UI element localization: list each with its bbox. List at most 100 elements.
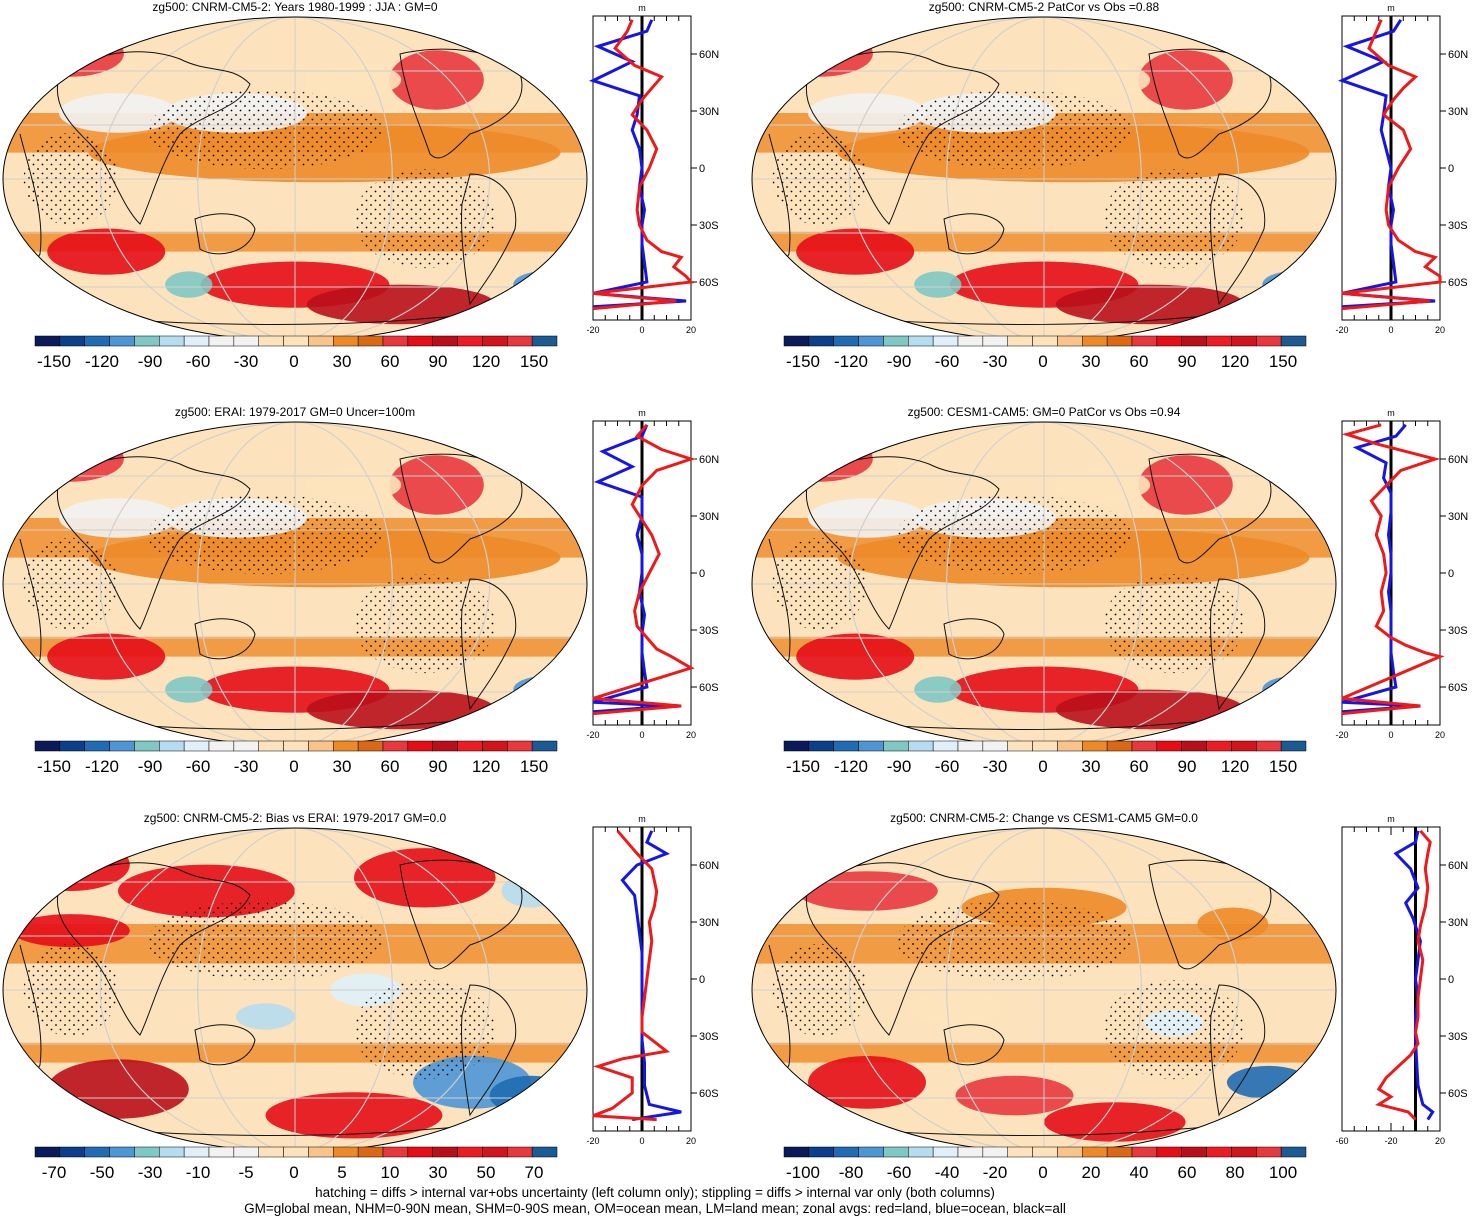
colorbar-segment	[34, 740, 61, 752]
colorbar-segment	[1231, 740, 1257, 752]
colorbar-tick-label: 150	[1269, 352, 1297, 371]
colorbar-tick-label: -120	[834, 757, 868, 776]
colorbar-segment	[159, 740, 185, 752]
field-anomaly	[11, 914, 130, 948]
colorbar-tick-label: 30	[429, 1163, 448, 1182]
colorbar-segment	[1181, 740, 1207, 752]
colorbar-segment	[858, 335, 884, 347]
colorbar-segment	[1231, 1146, 1257, 1158]
colorbar-segment	[808, 740, 834, 752]
colorbar-tick-label: -30	[983, 757, 1008, 776]
colorbar-segment	[333, 335, 359, 347]
colorbar-segment	[407, 740, 433, 752]
meridian-line	[197, 422, 393, 746]
lat-label: 30N	[1448, 917, 1468, 929]
meridian-line	[99, 828, 491, 1152]
field-anomaly	[354, 848, 496, 908]
colorbar-tick-label: 120	[1221, 352, 1249, 371]
colorbar-segment	[258, 1146, 284, 1158]
colorbar-segment	[1181, 1146, 1207, 1158]
colorbar-segment	[932, 335, 959, 347]
colorbar-tick-label: -60	[887, 1163, 912, 1182]
coastline	[461, 984, 517, 1117]
zonal-mean-profile: 60N 30N 0 30S 60S m -20 0 20	[586, 3, 719, 335]
profile-x-label: 20	[1435, 325, 1445, 335]
colorbar-tick-label: 90	[1178, 757, 1197, 776]
stippling	[354, 574, 496, 674]
zonal-mean-profile: 60N 30N 0 30S 60S m -20 0 20	[586, 814, 719, 1146]
profile-units: m	[1387, 3, 1395, 13]
lat-label: 60S	[1448, 277, 1468, 289]
stippling	[896, 900, 1133, 981]
colorbar-segment	[1057, 740, 1083, 752]
colorbar-tick-label: -70	[42, 1163, 67, 1182]
colorbar-tick-label: 0	[289, 352, 298, 371]
profile-x-label: 0	[1388, 325, 1393, 335]
colorbar-tick-label: -120	[85, 757, 119, 776]
profile-x-label: 20	[1435, 1136, 1445, 1146]
field-anomaly	[1055, 468, 1151, 502]
colorbar-tick-label: 60	[1130, 352, 1149, 371]
coastline	[1210, 173, 1266, 306]
colorbar-segment	[1082, 1146, 1108, 1158]
coastline	[194, 213, 256, 255]
colorbar-segment	[1007, 335, 1033, 347]
colorbar-segment	[531, 1146, 558, 1158]
colorbar-segment	[883, 1146, 909, 1158]
colorbar-segment	[283, 1146, 309, 1158]
coastline	[194, 618, 256, 660]
colorbar-segment	[84, 740, 110, 752]
colorbar-segment	[308, 335, 334, 347]
colorbar-tick-label: -150	[786, 352, 820, 371]
colorbar-segment	[407, 335, 433, 347]
lat-label: 60N	[699, 49, 719, 61]
field-anomaly	[1262, 271, 1322, 298]
colorbar-segment	[833, 740, 859, 752]
lat-label: 60S	[699, 277, 719, 289]
colorbar-tick-label: 120	[472, 352, 500, 371]
profile-x-label: 20	[1435, 730, 1445, 740]
colorbar-segment	[208, 740, 235, 752]
colorbar-tick-label: 10	[381, 1163, 400, 1182]
colorbar-segment	[783, 740, 810, 752]
colorbar-segment	[1206, 740, 1232, 752]
field-anomaly	[306, 468, 402, 502]
lat-label: 0	[699, 568, 705, 580]
colorbar-segment	[233, 1146, 259, 1158]
field-anomaly	[766, 435, 873, 482]
colorbar-tick-label: 80	[1226, 1163, 1245, 1182]
colorbar-segment	[957, 1146, 984, 1158]
coastline	[461, 173, 517, 306]
stippling	[147, 89, 384, 170]
colorbar-segment	[134, 740, 160, 752]
field-anomaly	[914, 676, 962, 703]
profile-x-label: 20	[686, 730, 696, 740]
map-field	[752, 17, 1336, 341]
map-field	[3, 17, 587, 341]
colorbar-segment	[1256, 1146, 1282, 1158]
colorbar-segment	[457, 740, 483, 752]
colorbar-segment	[382, 740, 409, 752]
colorbar-segment	[982, 335, 1008, 347]
lat-label: 30N	[699, 917, 719, 929]
field-anomaly	[808, 498, 926, 538]
profile-x-label: -20	[586, 730, 599, 740]
colorbar-segment	[833, 1146, 859, 1158]
colorbar-tick-label: 0	[289, 757, 298, 776]
world-map	[2, 16, 588, 342]
colorbar-tick-label: -80	[839, 1163, 864, 1182]
colorbar-tick-label: 30	[333, 352, 352, 371]
colorbar-segment	[482, 740, 508, 752]
colorbar-segment	[531, 740, 558, 752]
colorbar-tick-label: 100	[1269, 1163, 1297, 1182]
colorbar-segment	[1280, 1146, 1307, 1158]
field-anomaly	[1044, 1102, 1186, 1142]
colorbar-segment	[1131, 335, 1158, 347]
colorbar-tick-label: -50	[90, 1163, 115, 1182]
colorbar-segment	[84, 335, 110, 347]
colorbar-segment	[507, 1146, 533, 1158]
colorbar-segment	[308, 740, 334, 752]
lat-label: 30S	[699, 625, 719, 637]
colorbar-segment	[1280, 740, 1307, 752]
colorbar-segment	[908, 740, 934, 752]
